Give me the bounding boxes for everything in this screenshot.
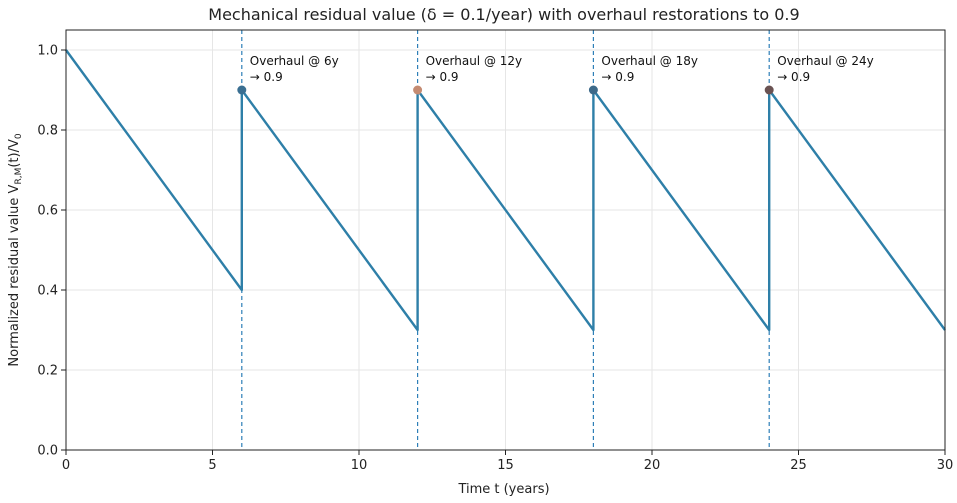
x-tick-label: 0 bbox=[62, 458, 70, 473]
x-tick-label: 20 bbox=[644, 458, 661, 473]
overhaul-label: Overhaul @ 12y bbox=[426, 54, 523, 68]
y-axis-label-sub2: 0 bbox=[14, 133, 24, 139]
overhaul-marker bbox=[764, 85, 774, 95]
grid bbox=[65, 30, 946, 451]
x-axis-ticks: 0 5 10 15 20 25 30 bbox=[62, 450, 953, 473]
y-tick-label: 0.2 bbox=[37, 364, 58, 379]
x-tick-label: 25 bbox=[790, 458, 807, 473]
y-axis-label-mid: (t)/V bbox=[7, 139, 22, 168]
x-tick-label: 5 bbox=[208, 458, 216, 473]
y-tick-label: 0.8 bbox=[37, 124, 58, 139]
y-axis-label: Normalized residual value VR,M(t)/V0 bbox=[7, 133, 24, 366]
overhaul-value-label: → 0.9 bbox=[777, 70, 810, 84]
overhaul-marker bbox=[413, 85, 423, 95]
y-tick-label: 0.0 bbox=[37, 444, 58, 459]
chart-title: Mechanical residual value (δ = 0.1/year)… bbox=[208, 5, 799, 24]
y-axis-label-sub: R,M bbox=[14, 168, 24, 185]
overhaul-value-label: → 0.9 bbox=[250, 70, 283, 84]
x-tick-label: 15 bbox=[497, 458, 514, 473]
y-tick-label: 1.0 bbox=[37, 44, 58, 59]
x-tick-label: 10 bbox=[351, 458, 368, 473]
y-tick-label: 0.4 bbox=[37, 284, 58, 299]
y-tick-label: 0.6 bbox=[37, 204, 58, 219]
y-axis-label-main: Normalized residual value V bbox=[7, 184, 22, 366]
overhaul-value-label: → 0.9 bbox=[601, 70, 634, 84]
series-line bbox=[65, 49, 946, 332]
overhaul-markers bbox=[237, 85, 774, 95]
overhaul-annotations: Overhaul @ 6y → 0.9 Overhaul @ 12y → 0.9 Ove… bbox=[250, 54, 874, 84]
overhaul-label: Overhaul @ 18y bbox=[601, 54, 698, 68]
overhaul-value-label: → 0.9 bbox=[426, 70, 459, 84]
x-tick-label: 30 bbox=[937, 458, 954, 473]
overhaul-marker bbox=[588, 85, 598, 95]
overhaul-label: Overhaul @ 6y bbox=[250, 54, 339, 68]
series-group bbox=[65, 49, 946, 332]
overhaul-label: Overhaul @ 24y bbox=[777, 54, 874, 68]
overhaul-marker bbox=[237, 85, 247, 95]
y-axis-ticks: 0.0 0.2 0.4 0.6 0.8 1.0 bbox=[37, 44, 66, 459]
x-axis-label: Time t (years) bbox=[457, 482, 549, 497]
